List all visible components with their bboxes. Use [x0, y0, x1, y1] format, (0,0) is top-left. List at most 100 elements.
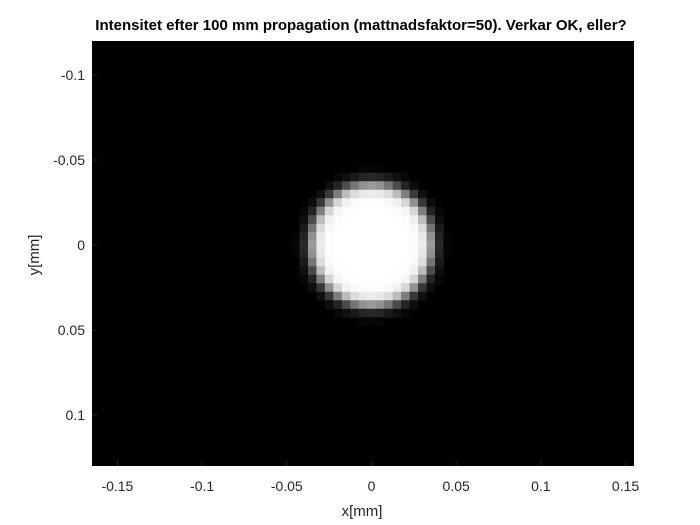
intensity-pixel — [350, 181, 360, 191]
intensity-pixel — [316, 266, 326, 276]
intensity-pixel — [358, 300, 368, 310]
intensity-pixel — [426, 249, 436, 259]
intensity-pixel — [324, 198, 334, 208]
intensity-pixel — [392, 249, 402, 259]
intensity-pixel — [392, 257, 402, 267]
intensity-pixel — [401, 266, 411, 276]
intensity-pixel — [324, 206, 334, 216]
intensity-pixel — [409, 232, 419, 242]
intensity-pixel — [367, 274, 377, 284]
intensity-pixel — [341, 249, 351, 259]
intensity-pixel — [375, 181, 385, 191]
intensity-pixel — [384, 300, 394, 310]
intensity-pixel — [392, 181, 402, 191]
x-tick-label: 0.05 — [443, 478, 470, 494]
intensity-pixel — [392, 215, 402, 225]
intensity-pixel — [324, 257, 334, 267]
intensity-pixel — [367, 249, 377, 259]
intensity-pixel — [434, 249, 445, 259]
intensity-pixel — [434, 274, 445, 284]
intensity-pixel — [384, 240, 394, 250]
intensity-pixel — [392, 198, 402, 208]
intensity-pixel — [384, 232, 394, 242]
intensity-pixel — [426, 198, 436, 208]
intensity-pixel — [409, 181, 419, 191]
intensity-pixel — [367, 215, 377, 225]
intensity-pixel — [384, 257, 394, 267]
intensity-pixel — [384, 215, 394, 225]
intensity-pixel — [401, 232, 411, 242]
intensity-pixel — [316, 223, 326, 233]
intensity-pixel — [392, 232, 402, 242]
intensity-pixel — [392, 189, 402, 199]
intensity-pixel — [341, 189, 351, 199]
intensity-pixel — [324, 232, 334, 242]
intensity-pixel — [307, 249, 318, 259]
intensity-pixel — [375, 189, 385, 199]
intensity-pixel — [324, 283, 334, 293]
intensity-pixel — [333, 181, 343, 191]
intensity-pixel — [316, 215, 326, 225]
intensity-pixel — [409, 266, 419, 276]
intensity-pixel — [401, 206, 411, 216]
x-tick-label: -0.05 — [271, 478, 303, 494]
intensity-pixel — [409, 215, 419, 225]
x-tick-label: -0.1 — [190, 478, 214, 494]
x-tick-label: 0.15 — [612, 478, 639, 494]
intensity-pixel — [291, 232, 301, 242]
x-tick-label: -0.15 — [101, 478, 133, 494]
intensity-pixel — [375, 198, 385, 208]
intensity-pixel — [316, 240, 326, 250]
intensity-pixel — [350, 172, 360, 182]
intensity-pixel — [392, 206, 402, 216]
y-tick-label: 0.05 — [58, 322, 85, 338]
intensity-pixel — [367, 300, 377, 310]
intensity-pixel — [418, 291, 428, 301]
intensity-pixel — [358, 283, 368, 293]
intensity-pixel — [367, 206, 377, 216]
intensity-pixel — [418, 257, 428, 267]
intensity-pixel — [350, 215, 360, 225]
intensity-pixel — [333, 266, 343, 276]
intensity-pixel — [358, 308, 368, 318]
intensity-pixel — [375, 257, 385, 267]
intensity-pixel — [316, 257, 326, 267]
intensity-pixel — [409, 300, 419, 310]
intensity-pixel — [307, 240, 318, 250]
x-tick-label: 0.1 — [531, 478, 551, 494]
intensity-pixel — [358, 206, 368, 216]
intensity-pixel — [350, 223, 360, 233]
intensity-pixel — [350, 266, 360, 276]
intensity-pixel — [401, 300, 411, 310]
intensity-pixel — [350, 198, 360, 208]
intensity-pixel — [316, 249, 326, 259]
intensity-pixel — [324, 300, 334, 310]
intensity-pixel — [401, 223, 411, 233]
intensity-pixel — [307, 232, 318, 242]
intensity-pixel — [434, 266, 445, 276]
intensity-pixel — [418, 215, 428, 225]
x-axis-label: x[mm] — [342, 503, 383, 520]
intensity-pixel — [358, 240, 368, 250]
intensity-pixel — [392, 291, 402, 301]
intensity-pixel — [409, 206, 419, 216]
intensity-pixel — [384, 206, 394, 216]
intensity-pixel — [341, 232, 351, 242]
y-tick-label: 0 — [77, 237, 85, 253]
intensity-pixel — [409, 291, 419, 301]
intensity-pixel — [358, 266, 368, 276]
intensity-pixel — [384, 283, 394, 293]
intensity-pixel — [367, 283, 377, 293]
intensity-pixel — [307, 206, 318, 216]
intensity-pixel — [409, 240, 419, 250]
intensity-pixel — [333, 223, 343, 233]
intensity-pixel — [307, 257, 318, 267]
intensity-pixel — [341, 172, 351, 182]
intensity-pixel — [350, 300, 360, 310]
intensity-pixel — [375, 215, 385, 225]
intensity-pixel — [384, 223, 394, 233]
intensity-pixel — [426, 240, 436, 250]
intensity-pixel — [333, 274, 343, 284]
intensity-pixel — [291, 240, 301, 250]
intensity-pixel — [418, 249, 428, 259]
